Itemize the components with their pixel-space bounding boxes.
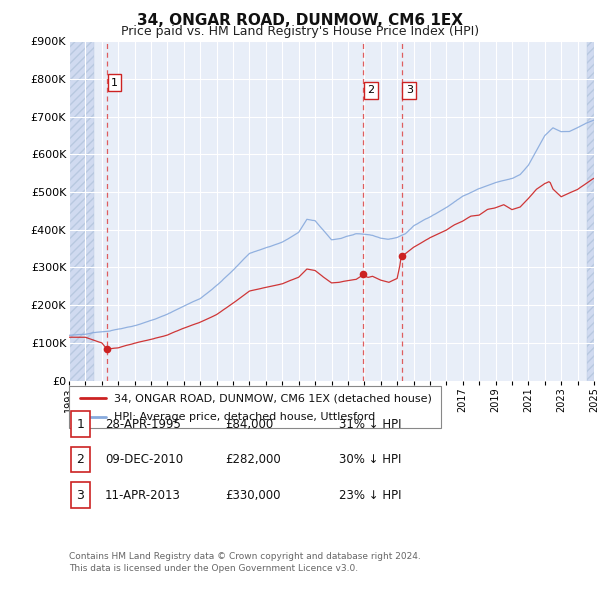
Text: 3: 3 (406, 86, 413, 96)
Text: £282,000: £282,000 (225, 453, 281, 466)
FancyBboxPatch shape (71, 411, 90, 437)
Text: 1: 1 (111, 78, 118, 88)
Text: 31% ↓ HPI: 31% ↓ HPI (339, 418, 401, 431)
Text: 3: 3 (76, 489, 85, 502)
Text: 2: 2 (367, 86, 374, 96)
Text: Price paid vs. HM Land Registry's House Price Index (HPI): Price paid vs. HM Land Registry's House … (121, 25, 479, 38)
FancyBboxPatch shape (71, 482, 90, 508)
FancyBboxPatch shape (69, 386, 441, 428)
Text: £84,000: £84,000 (225, 418, 273, 431)
Text: 28-APR-1995: 28-APR-1995 (105, 418, 181, 431)
FancyBboxPatch shape (71, 447, 90, 473)
Text: £330,000: £330,000 (225, 489, 281, 502)
Text: 34, ONGAR ROAD, DUNMOW, CM6 1EX (detached house): 34, ONGAR ROAD, DUNMOW, CM6 1EX (detache… (113, 393, 431, 403)
Text: 30% ↓ HPI: 30% ↓ HPI (339, 453, 401, 466)
Text: 2: 2 (76, 453, 85, 466)
Text: 11-APR-2013: 11-APR-2013 (105, 489, 181, 502)
Text: Contains HM Land Registry data © Crown copyright and database right 2024.
This d: Contains HM Land Registry data © Crown c… (69, 552, 421, 573)
Text: 23% ↓ HPI: 23% ↓ HPI (339, 489, 401, 502)
Text: HPI: Average price, detached house, Uttlesford: HPI: Average price, detached house, Uttl… (113, 412, 375, 422)
Text: 34, ONGAR ROAD, DUNMOW, CM6 1EX: 34, ONGAR ROAD, DUNMOW, CM6 1EX (137, 13, 463, 28)
Text: 09-DEC-2010: 09-DEC-2010 (105, 453, 183, 466)
Text: 1: 1 (76, 418, 85, 431)
